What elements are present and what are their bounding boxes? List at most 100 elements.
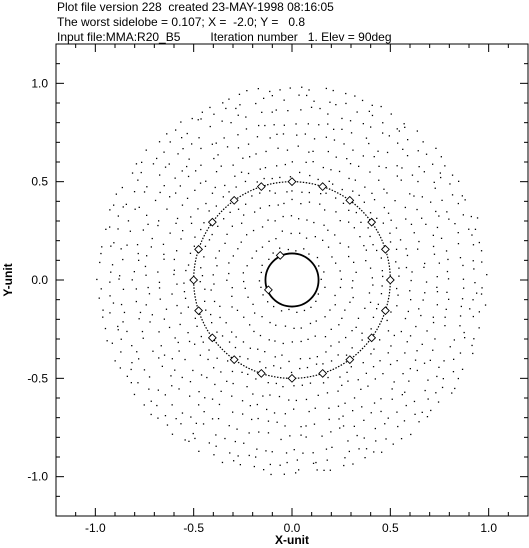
uv-sample-point <box>269 190 271 192</box>
uv-sample-point <box>274 192 276 194</box>
uv-sample-point <box>305 436 307 438</box>
uv-sample-point <box>279 176 281 179</box>
uv-sample-point <box>237 248 239 250</box>
uv-sample-point <box>344 309 346 311</box>
uv-sample-point <box>297 145 299 147</box>
uv-sample-point <box>202 423 205 425</box>
antenna-marker <box>194 244 204 254</box>
uv-sample-point <box>322 239 324 241</box>
uv-sample-point <box>472 299 474 301</box>
uv-sample-point <box>324 286 326 288</box>
uv-sample-point <box>224 184 226 187</box>
uv-sample-point <box>120 303 123 306</box>
uv-sample-point <box>313 423 316 425</box>
uv-sample-point <box>186 132 188 135</box>
uv-sample-point <box>164 394 166 396</box>
uv-sample-point <box>239 464 241 466</box>
uv-sample-point <box>181 412 184 414</box>
uv-sample-point <box>463 331 465 334</box>
uv-sample-point <box>437 401 440 403</box>
uv-sample-point <box>400 179 402 181</box>
uv-sample-point <box>260 286 262 288</box>
uv-sample-point <box>280 310 283 312</box>
uv-sample-point <box>391 398 393 400</box>
uv-sample-point <box>330 345 332 347</box>
uv-sample-point <box>312 462 315 464</box>
uv-sample-point <box>125 203 127 205</box>
uv-sample-point <box>395 227 398 229</box>
antenna-marker <box>367 333 377 343</box>
uv-sample-point <box>432 245 435 248</box>
uv-sample-point <box>316 356 318 358</box>
uv-sample-point <box>421 196 423 198</box>
uv-sample-point <box>333 139 336 141</box>
uv-sample-point <box>418 166 420 168</box>
uv-sample-point <box>404 352 406 354</box>
uv-sample-point <box>323 469 325 471</box>
uv-sample-point <box>288 360 290 363</box>
uv-sample-point <box>315 320 317 322</box>
uv-sample-point <box>257 417 259 420</box>
uv-sample-point <box>131 345 133 347</box>
uv-sample-point <box>241 371 243 373</box>
uv-sample-point <box>440 156 442 158</box>
uv-sample-point <box>258 431 260 433</box>
uv-sample-point <box>133 271 135 273</box>
uv-sample-point <box>310 106 313 108</box>
uv-sample-point <box>194 343 196 345</box>
uv-sample-point <box>267 432 270 434</box>
uv-sample-point <box>286 149 289 151</box>
uv-sample-point <box>273 412 276 414</box>
uv-sample-point <box>147 223 149 225</box>
uv-sample-point <box>448 298 450 300</box>
uv-sample-point <box>269 321 271 324</box>
uv-sample-point <box>353 227 355 229</box>
uv-sample-point <box>327 123 329 125</box>
uv-sample-point <box>436 226 439 229</box>
uv-sample-point <box>349 120 352 122</box>
uv-sample-point <box>176 283 178 285</box>
uv-sample-point <box>271 95 273 97</box>
uv-sample-point <box>316 256 319 259</box>
uv-sample-point <box>391 388 393 390</box>
uv-sample-point <box>218 250 220 252</box>
uv-sample-point <box>438 215 440 217</box>
uv-sample-point <box>239 355 241 358</box>
uv-sample-point <box>184 439 186 441</box>
uv-sample-point <box>309 174 311 177</box>
uv-sample-point <box>344 457 346 459</box>
uv-sample-point <box>279 464 281 466</box>
uv-sample-point <box>189 381 192 383</box>
uv-sample-point <box>255 378 257 380</box>
uv-sample-point <box>418 308 420 310</box>
uv-sample-point <box>224 437 226 440</box>
uv-sample-point <box>396 305 398 307</box>
uv-sample-point <box>370 126 372 128</box>
uv-sample-point <box>174 337 176 339</box>
uv-sample-point <box>266 408 268 411</box>
uv-sample-point <box>380 410 382 413</box>
uv-sample-point <box>174 369 176 371</box>
uv-sample-point <box>317 394 319 396</box>
uv-sample-point <box>401 394 403 396</box>
uv-sample-point <box>215 205 217 207</box>
uv-sample-point <box>337 354 339 356</box>
uv-sample-point <box>261 111 263 113</box>
y-tick-label: -1.0 <box>27 470 48 484</box>
uv-sample-point <box>180 423 182 425</box>
uv-sample-point <box>175 418 177 420</box>
uv-sample-point <box>459 352 462 354</box>
uv-sample-point <box>299 358 302 360</box>
uv-sample-point <box>187 306 189 308</box>
uv-sample-point <box>369 267 372 269</box>
uv-sample-point <box>254 211 256 213</box>
uv-sample-point <box>160 345 162 347</box>
uv-sample-point <box>305 398 308 401</box>
uv-sample-point <box>243 214 245 216</box>
uv-sample-point <box>386 151 389 154</box>
uv-sample-point <box>159 191 161 194</box>
uv-sample-point <box>461 298 464 300</box>
uv-sample-point <box>400 330 402 333</box>
uv-sample-point <box>272 252 274 254</box>
uv-sample-point <box>192 369 194 372</box>
